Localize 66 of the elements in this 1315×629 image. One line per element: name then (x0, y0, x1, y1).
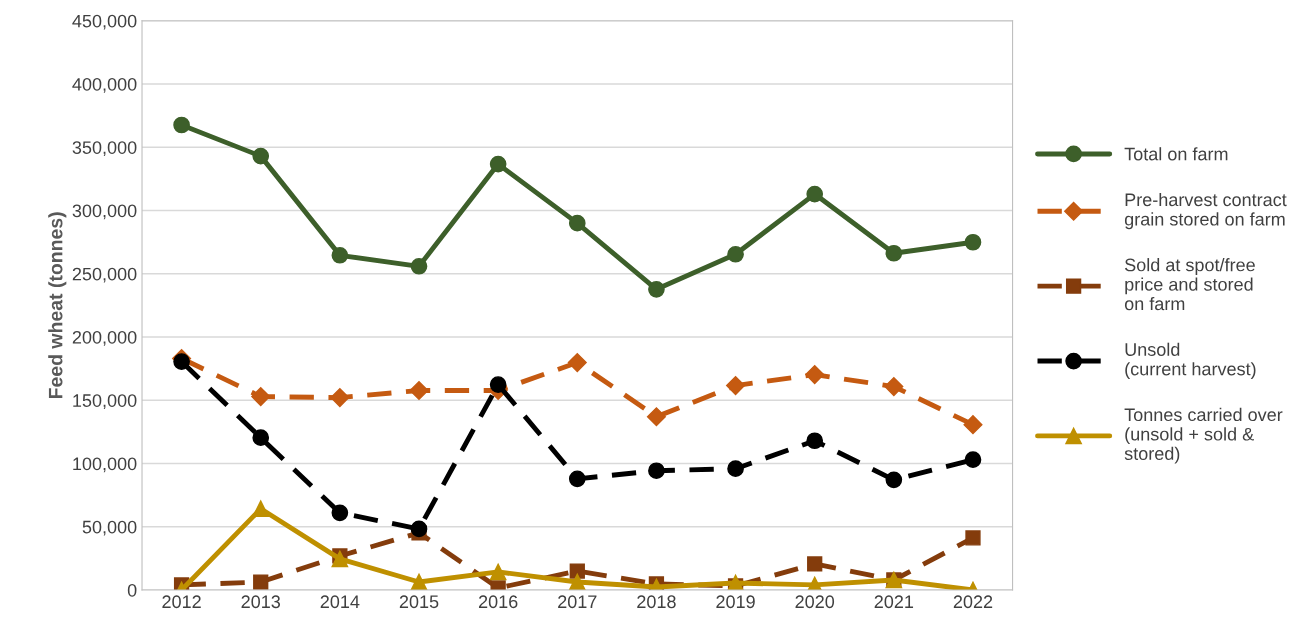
point (410, 257, 428, 275)
point (963, 415, 983, 435)
y-tick-label: 200,000 (72, 330, 137, 346)
point (884, 377, 904, 397)
point (648, 462, 665, 480)
point (489, 563, 507, 581)
point (727, 245, 744, 263)
point (331, 504, 349, 522)
point (409, 380, 429, 401)
point (568, 214, 586, 232)
x-tick-label: 2022 (953, 595, 993, 609)
x-tick-label: 2021 (874, 595, 914, 609)
y-tick-label: 300,000 (72, 204, 137, 220)
point (331, 246, 349, 264)
point (806, 432, 824, 450)
legend-label: Unsold (current harvest) (1125, 342, 1256, 379)
point (727, 460, 744, 478)
x-tick-label: 2018 (637, 595, 676, 609)
x-tick-label: 2020 (795, 595, 835, 609)
point (646, 407, 666, 427)
point (648, 280, 665, 298)
point (965, 530, 981, 546)
y-tick-label: 0 (127, 583, 137, 597)
y-tick-label: 250,000 (72, 267, 137, 283)
point (253, 574, 269, 590)
x-tick-label: 2017 (558, 595, 597, 609)
x-tick-label: 2016 (478, 595, 518, 609)
y-tick-label: 450,000 (72, 14, 137, 30)
point (489, 155, 507, 173)
x-tick-label: 2012 (162, 595, 201, 609)
y-axis-title: Feed wheat (tonnes) (48, 212, 67, 399)
point (251, 387, 271, 407)
point (489, 376, 507, 393)
point (252, 500, 270, 518)
y-tick-label: 50,000 (82, 520, 137, 536)
legend-label: Tonnes carried over (unsold + sold & stored) (1124, 407, 1283, 464)
point (252, 429, 270, 447)
point (173, 353, 190, 370)
point (805, 365, 825, 385)
x-tick-label: 2019 (716, 595, 755, 609)
legend-label: Sold at spot/free price and stored on farm (1124, 258, 1255, 311)
point (726, 376, 746, 396)
point (806, 185, 824, 203)
x-tick-label: 2014 (320, 595, 360, 609)
point (252, 147, 270, 165)
y-tick-label: 100,000 (73, 457, 137, 473)
point (568, 470, 586, 488)
y-tick-label: 350,000 (72, 141, 137, 157)
point (330, 388, 350, 408)
point (885, 471, 903, 489)
point (331, 550, 349, 568)
point (410, 520, 428, 538)
point (885, 244, 903, 262)
y-tick-label: 150,000 (73, 394, 137, 410)
point (567, 353, 587, 373)
point (173, 116, 190, 134)
legend-label: Pre-harvest contract grain stored on farm (1124, 192, 1287, 230)
point (568, 573, 586, 590)
x-tick-label: 2013 (241, 595, 281, 609)
point (964, 233, 982, 251)
point (964, 451, 982, 469)
point (807, 556, 823, 572)
y-tick-label: 400,000 (72, 77, 137, 93)
legend-label: Total on farm (1124, 147, 1228, 161)
x-tick-label: 2015 (399, 595, 439, 609)
point (569, 563, 585, 579)
